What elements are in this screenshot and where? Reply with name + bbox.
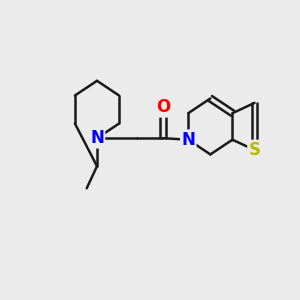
Text: N: N [181,131,195,149]
Text: O: O [156,98,170,116]
Text: N: N [90,129,104,147]
Text: S: S [248,141,260,159]
